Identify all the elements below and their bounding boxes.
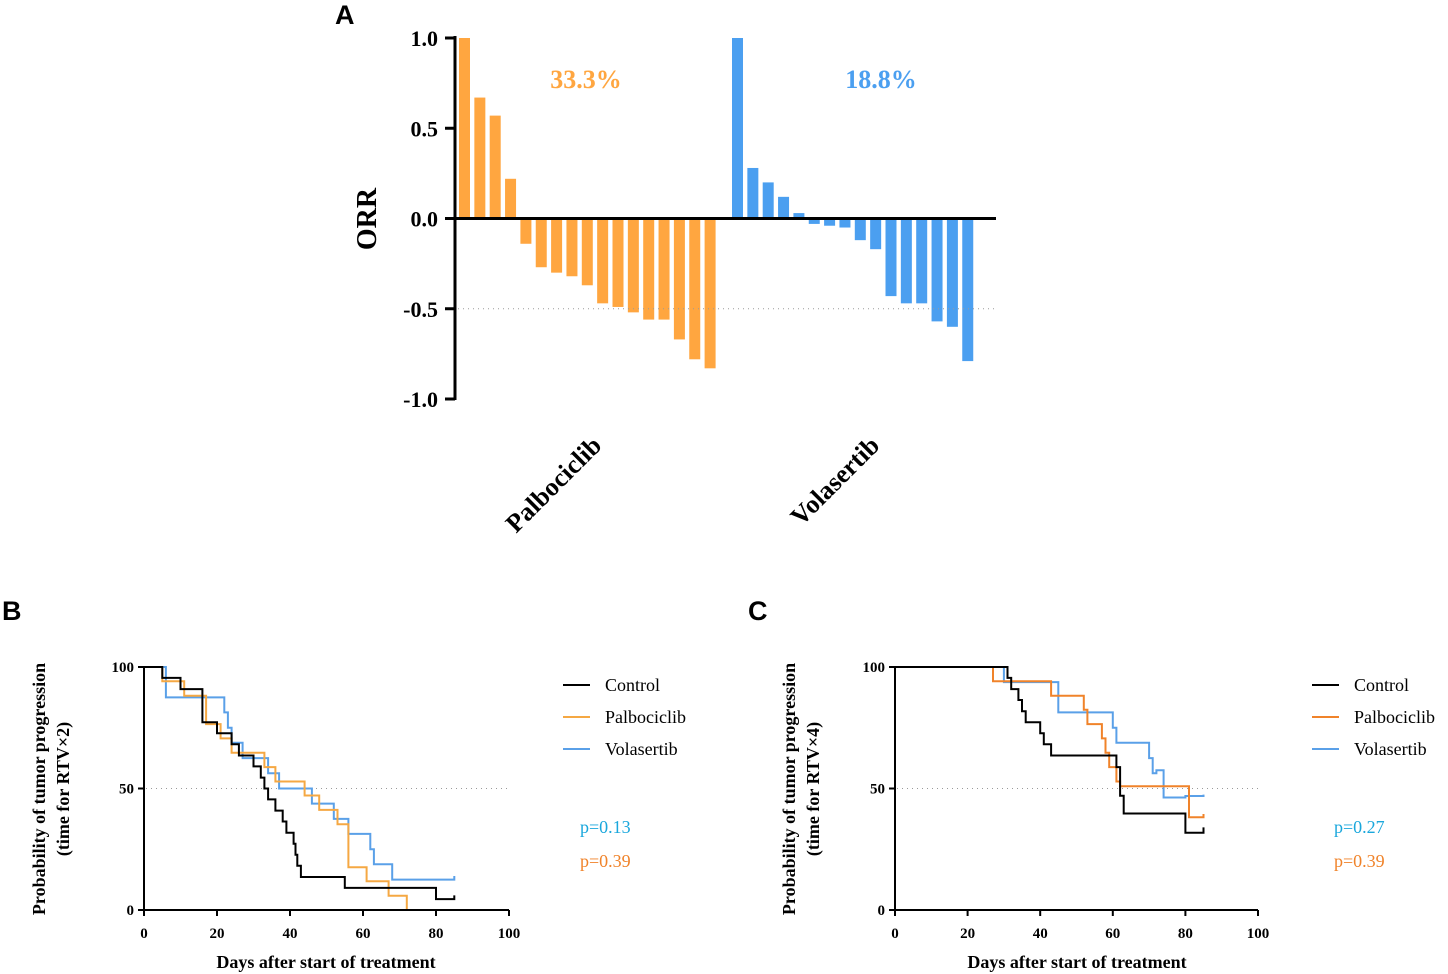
waterfall-y-tick-label: -1.0 xyxy=(403,387,438,412)
waterfall-bar-volasertib-14 xyxy=(931,218,943,322)
waterfall-bar-volasertib-4 xyxy=(778,196,790,219)
waterfall-bar-palbociclib-3 xyxy=(489,115,501,219)
panel-c-letter: C xyxy=(748,596,768,626)
km-b-x-tick-label: 60 xyxy=(356,926,371,942)
km-c-x-tick-label: 20 xyxy=(960,926,975,942)
km-b-curve-palbociclib xyxy=(144,666,408,910)
km-c-plot: 100 50 00 20 40 60 80 100 xyxy=(863,660,1270,942)
waterfall-bar-palbociclib-12 xyxy=(627,218,639,313)
km-c-legend-palbociclib: Palbociclib xyxy=(1354,707,1435,727)
waterfall-bar-volasertib-6 xyxy=(808,218,820,224)
km-b-y-tick-label: 100 xyxy=(112,660,135,676)
waterfall-bars xyxy=(459,38,974,369)
km-b-legend-control: Control xyxy=(605,675,660,695)
km-b-y-tick-label: 50 xyxy=(119,782,134,798)
waterfall-bar-volasertib-16 xyxy=(962,218,974,362)
palbociclib-response-rate: 33.3% xyxy=(550,65,622,94)
waterfall-bar-volasertib-15 xyxy=(946,218,958,327)
km-b-y-axis-label-line1: Probability of tumor progression xyxy=(29,663,49,915)
waterfall-bar-volasertib-12 xyxy=(900,218,912,304)
km-c-curve-volasertib xyxy=(895,666,1205,799)
waterfall-bar-palbociclib-11 xyxy=(612,218,624,307)
km-c-x-tick-label: 60 xyxy=(1105,926,1120,942)
km-c-y-tick-label: 0 xyxy=(878,903,886,919)
waterfall-bar-palbociclib-15 xyxy=(673,218,685,340)
waterfall-bar-palbociclib-4 xyxy=(505,178,517,219)
km-c-y-tick-label: 100 xyxy=(863,660,886,676)
waterfall-bar-volasertib-8 xyxy=(839,218,851,228)
km-c-x-tick-label: 100 xyxy=(1247,926,1270,942)
km-b-x-tick-label: 20 xyxy=(210,926,225,942)
km-b-legend-volasertib: Volasertib xyxy=(605,739,678,759)
waterfall-bar-volasertib-3 xyxy=(762,182,774,219)
km-c-x-tick-label: 40 xyxy=(1033,926,1048,942)
waterfall-y-tick-label: -0.5 xyxy=(403,297,438,322)
km-c-p-value-palbociclib: p=0.39 xyxy=(1334,851,1385,871)
waterfall-y-tick-label: 0.5 xyxy=(411,116,439,141)
km-b-x-tick-label: 80 xyxy=(429,926,444,942)
waterfall-bar-palbociclib-8 xyxy=(566,218,578,277)
km-c-x-axis-label: Days after start of treatment xyxy=(967,952,1186,972)
km-b-curve-volasertib xyxy=(144,666,456,881)
waterfall-bar-palbociclib-17 xyxy=(704,218,716,369)
km-c-curve-control xyxy=(895,666,1205,834)
km-b-y-axis-label-line2: (time for RTV×2) xyxy=(53,722,74,856)
km-c-p-value-volasertib: p=0.27 xyxy=(1334,817,1385,837)
waterfall-bar-palbociclib-2 xyxy=(474,97,486,219)
km-b-legend-palbociclib: Palbociclib xyxy=(605,707,686,727)
waterfall-bar-palbociclib-5 xyxy=(520,218,532,244)
waterfall-bar-volasertib-9 xyxy=(854,218,866,241)
km-c-x-tick-label: 0 xyxy=(891,926,899,942)
km-b-y-tick-label: 0 xyxy=(127,903,135,919)
waterfall-bar-volasertib-2 xyxy=(747,167,759,219)
km-b-p-value-palbociclib: p=0.39 xyxy=(580,851,631,871)
km-c-y-tick-label: 50 xyxy=(870,782,885,798)
panel-b-letter: B xyxy=(2,596,22,626)
volasertib-response-rate: 18.8% xyxy=(845,65,917,94)
km-b-x-tick-label: 40 xyxy=(283,926,298,942)
km-b-curve-control xyxy=(144,666,456,901)
km-b-x-tick-label: 100 xyxy=(498,926,521,942)
waterfall-bar-volasertib-13 xyxy=(916,218,928,304)
panel-c-survival-chart: C 100 50 00 20 40 60 80 100 Probability of tumo… xyxy=(748,596,1435,972)
km-b-x-axis-label: Days after start of treatment xyxy=(216,952,435,972)
panel-b-survival-chart: B 100 50 00 20 40 60 80 100 Probability of tumo… xyxy=(2,596,686,972)
waterfall-y-axis-label: ORR xyxy=(352,187,383,250)
km-c-x-tick-label: 80 xyxy=(1178,926,1193,942)
km-b-x-tick-label: 0 xyxy=(140,926,148,942)
waterfall-bar-volasertib-11 xyxy=(885,218,897,297)
waterfall-bar-volasertib-1 xyxy=(732,38,743,219)
panel-a-letter: A xyxy=(335,0,355,30)
palbociclib-category-label: Palbociclib xyxy=(500,431,607,538)
km-b-plot: 100 50 00 20 40 60 80 100 xyxy=(112,660,521,942)
waterfall-bar-volasertib-5 xyxy=(793,213,805,219)
waterfall-bar-palbociclib-10 xyxy=(597,218,609,304)
waterfall-bar-palbociclib-6 xyxy=(535,218,547,268)
waterfall-bar-volasertib-10 xyxy=(870,218,882,250)
volasertib-category-label: Volasertib xyxy=(785,431,886,532)
waterfall-y-tick-label: 0.0 xyxy=(411,207,439,232)
waterfall-axes: 1.0 0.5 0.0 -0.5 -1.0 xyxy=(403,26,998,412)
waterfall-bar-palbociclib-16 xyxy=(689,218,701,360)
km-b-legend: Control Palbociclib Volasertib xyxy=(563,675,686,759)
waterfall-bar-palbociclib-13 xyxy=(643,218,655,320)
km-c-legend-volasertib: Volasertib xyxy=(1354,739,1427,759)
waterfall-y-tick-label: 1.0 xyxy=(411,26,439,51)
waterfall-bar-volasertib-7 xyxy=(824,218,836,226)
waterfall-bar-palbociclib-1 xyxy=(459,38,470,219)
waterfall-bar-palbociclib-9 xyxy=(581,218,593,286)
waterfall-bar-palbociclib-14 xyxy=(658,218,670,320)
km-c-y-axis-label-line2: (time for RTV×4) xyxy=(803,722,824,856)
waterfall-bar-palbociclib-7 xyxy=(551,218,563,273)
km-b-p-value-volasertib: p=0.13 xyxy=(580,817,631,837)
km-c-curve-palbociclib xyxy=(895,666,1205,819)
km-c-y-axis-label-line1: Probability of tumor progression xyxy=(779,663,799,915)
km-c-legend: Control Palbociclib Volasertib xyxy=(1312,675,1435,759)
km-c-legend-control: Control xyxy=(1354,675,1409,695)
panel-a-waterfall-chart: A 1.0 0.5 0.0 -0.5 -1.0 ORR 33.3% 18.8% Palb… xyxy=(335,0,998,538)
